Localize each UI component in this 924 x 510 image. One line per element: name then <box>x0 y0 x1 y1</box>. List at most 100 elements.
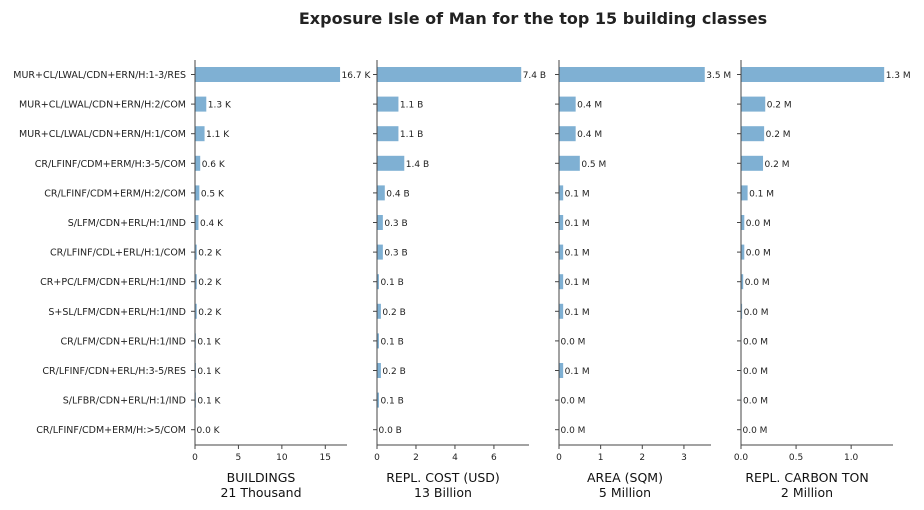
bar-value-label: 0.1 M <box>565 278 590 288</box>
bar <box>559 244 564 260</box>
bar-value-label: 0.2 M <box>767 101 792 111</box>
bar <box>741 96 766 112</box>
bar-value-label: 1.3 K <box>208 101 232 111</box>
bar-value-label: 0.0 M <box>743 337 768 347</box>
bar-value-label: 0.4 K <box>200 219 224 229</box>
bar <box>559 363 564 378</box>
bar-value-label: 0.5 K <box>201 189 225 199</box>
category-label: MUR+CL/LWAL/CDN+ERN/H:1-3/RES <box>13 70 186 81</box>
bar <box>377 392 379 408</box>
bar-value-label: 0.4 M <box>577 101 602 111</box>
bar <box>377 185 385 201</box>
x-axis-subtitle: 13 Billion <box>414 485 472 500</box>
bar <box>741 244 745 260</box>
x-axis-label: AREA (SQM) <box>587 470 663 485</box>
bar-value-label: 1.1 B <box>400 130 423 140</box>
bar-value-label: 1.4 B <box>406 160 429 170</box>
category-label: CR/LFINF/CDM+ERM/H:3-5/COM <box>35 159 186 170</box>
bar-value-label: 0.3 B <box>384 219 407 229</box>
bar <box>377 96 399 112</box>
bar-value-label: 0.0 M <box>561 397 586 407</box>
panel-2: 7.4 B 1.1 B 1.1 B 1.4 B 0.4 B 0.3 B 0.3 B 0.1 B… <box>373 60 546 500</box>
bar <box>377 274 379 290</box>
bar-value-label: 1.3 M <box>886 71 911 81</box>
x-tick-label: 0.0 <box>734 453 749 463</box>
bar <box>741 274 744 290</box>
x-axis-label: BUILDINGS <box>227 470 296 485</box>
bar-value-label: 0.2 K <box>198 278 222 288</box>
bar <box>377 155 405 171</box>
bar-value-label: 0.1 M <box>565 308 590 318</box>
x-tick-label: 0 <box>192 453 198 463</box>
bar-value-label: 1.1 K <box>206 130 230 140</box>
x-tick-label: 3 <box>681 453 687 463</box>
bar <box>195 96 207 112</box>
bar <box>741 67 885 82</box>
bar-value-label: 0.1 K <box>197 337 221 347</box>
bar-value-label: 0.4 M <box>577 130 602 140</box>
bar-value-label: 0.2 M <box>766 130 791 140</box>
x-tick-label: 2 <box>639 453 645 463</box>
bar <box>195 155 201 171</box>
bar <box>377 244 383 260</box>
category-label: S/LFBR/CDN+ERL/H:1/IND <box>63 396 186 407</box>
category-label: S+SL/LFM/CDN+ERL/H:1/IND <box>48 307 186 318</box>
bar <box>377 333 379 349</box>
bar <box>741 303 743 319</box>
category-label: CR/LFINF/CDM+ERM/H:2/COM <box>44 188 186 199</box>
x-tick-label: 0.5 <box>789 453 803 463</box>
x-tick-label: 0 <box>556 453 562 463</box>
bar-value-label: 0.1 M <box>565 189 590 199</box>
bar-value-label: 7.4 B <box>523 71 546 81</box>
category-label: MUR+CL/LWAL/CDN+ERN/H:1/COM <box>19 129 186 140</box>
bar-value-label: 0.0 B <box>379 426 402 436</box>
bar <box>195 185 200 201</box>
bar <box>741 155 764 171</box>
bar-value-label: 0.0 M <box>561 337 586 347</box>
category-label: CR/LFINF/CDL+ERL/H:1/COM <box>50 248 186 259</box>
bar-value-label: 0.2 B <box>382 367 405 377</box>
x-axis-label: REPL. COST (USD) <box>386 470 500 485</box>
panel-3: 3.5 M 0.4 M 0.4 M 0.5 M 0.1 M 0.1 M 0.1 M 0.1 M… <box>555 60 731 500</box>
bar-value-label: 0.4 B <box>386 189 409 199</box>
category-label: MUR+CL/LWAL/CDN+ERN/H:2/COM <box>19 100 186 111</box>
x-tick-label: 4 <box>452 453 458 463</box>
bar <box>195 126 205 142</box>
bar-value-label: 0.0 M <box>746 249 771 259</box>
bar-value-label: 0.0 M <box>744 308 769 318</box>
x-tick-label: 10 <box>276 453 288 463</box>
bar <box>559 303 564 319</box>
bar-value-label: 0.1 M <box>565 219 590 229</box>
bar-value-label: 0.1 B <box>380 337 403 347</box>
bar-value-label: 0.5 M <box>581 160 606 170</box>
bar-value-label: 16.7 K <box>342 71 372 81</box>
bar <box>377 126 399 142</box>
bar <box>195 274 197 290</box>
bar-value-label: 0.1 M <box>749 189 774 199</box>
bar <box>559 185 564 201</box>
bar-value-label: 0.2 M <box>765 160 790 170</box>
panel-4: 1.3 M 0.2 M 0.2 M 0.2 M 0.1 M 0.0 M 0.0 M 0.0 M… <box>734 60 911 500</box>
bar <box>195 215 199 230</box>
bar-value-label: 0.1 M <box>565 367 590 377</box>
panels-group: MUR+CL/LWAL/CDN+ERN/H:1-3/RES MUR+CL/LWAL… <box>13 60 911 500</box>
category-label: CR/LFM/CDN+ERL/H:1/IND <box>60 336 186 347</box>
bar-value-label: 0.2 K <box>198 308 222 318</box>
bar-value-label: 0.1 B <box>380 397 403 407</box>
bar <box>377 215 383 230</box>
category-label: S/LFM/CDN+ERL/H:1/IND <box>68 218 186 229</box>
bar-value-label: 0.0 M <box>746 219 771 229</box>
bar-value-label: 0.0 M <box>743 367 768 377</box>
bar-value-label: 0.6 K <box>202 160 226 170</box>
bar-value-label: 1.1 B <box>400 101 423 111</box>
panel-1: 16.7 K 1.3 K 1.1 K 0.6 K 0.5 K 0.4 K 0.2 K 0.2 … <box>191 60 371 500</box>
category-label: CR/LFINF/CDM+ERM/H:>5/COM <box>36 425 186 436</box>
bar-value-label: 0.1 M <box>565 249 590 259</box>
bar <box>741 215 745 230</box>
bar-value-label: 0.0 M <box>743 426 768 436</box>
bar-value-label: 0.1 B <box>380 278 403 288</box>
bar <box>559 155 580 171</box>
x-tick-label: 1 <box>598 453 604 463</box>
bar <box>559 67 705 82</box>
